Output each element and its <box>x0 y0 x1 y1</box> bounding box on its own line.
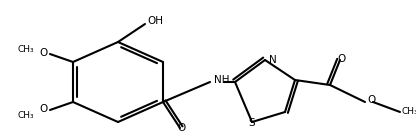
Text: O: O <box>178 123 186 133</box>
Text: O: O <box>40 48 48 58</box>
Text: OH: OH <box>147 16 163 26</box>
Text: N: N <box>269 55 277 65</box>
Text: NH: NH <box>214 75 230 85</box>
Text: CH₃: CH₃ <box>402 108 416 116</box>
Text: S: S <box>249 118 255 128</box>
Text: CH₃: CH₃ <box>17 110 34 120</box>
Text: O: O <box>338 54 346 64</box>
Text: O: O <box>367 95 375 105</box>
Text: O: O <box>40 104 48 114</box>
Text: CH₃: CH₃ <box>17 45 34 53</box>
